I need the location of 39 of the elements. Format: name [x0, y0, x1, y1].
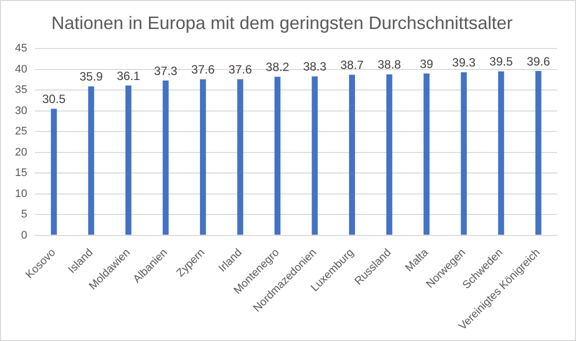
- y-tick-label: 5: [21, 208, 28, 221]
- y-tick-label: 40: [14, 63, 28, 76]
- bar: [237, 79, 244, 235]
- bar: [162, 80, 169, 235]
- y-tick-label: 20: [14, 146, 28, 158]
- data-label: 38.3: [303, 60, 327, 74]
- bar: [424, 73, 430, 235]
- bar: [349, 74, 356, 235]
- data-label: 35.9: [79, 70, 104, 84]
- data-label: 37.3: [154, 64, 178, 78]
- chart-title: Nationen in Europa mit dem geringsten Durchschnittsalter: [51, 12, 513, 33]
- y-tick-label: 25: [14, 126, 28, 138]
- data-label: 38.2: [266, 60, 290, 74]
- data-label: 30.5: [42, 92, 66, 106]
- bar: [274, 76, 280, 235]
- bar: [312, 76, 318, 235]
- bar: [386, 74, 392, 235]
- data-label: 37.6: [191, 62, 215, 77]
- bar: [50, 108, 57, 235]
- data-label: 36.1: [116, 68, 140, 83]
- y-tick-label: 35: [14, 84, 28, 96]
- data-label: 38.7: [340, 58, 364, 72]
- data-label: 39: [420, 56, 434, 71]
- y-tick-label: 0: [21, 229, 28, 242]
- data-label: 39.5: [489, 54, 514, 69]
- data-label: 39.6: [526, 54, 550, 68]
- data-label: 38.8: [378, 58, 402, 72]
- data-label: 39.3: [452, 56, 476, 70]
- bar: [200, 79, 206, 235]
- bar: [535, 71, 542, 235]
- bar: [498, 71, 504, 235]
- bar: [88, 86, 94, 235]
- bar: [460, 72, 467, 235]
- y-tick-label: 15: [14, 167, 28, 180]
- data-label: 37.6: [228, 62, 252, 77]
- bar: [125, 86, 132, 235]
- y-tick-label: 10: [14, 188, 28, 200]
- y-tick-label: 45: [14, 42, 28, 55]
- y-tick-label: 30: [14, 104, 28, 117]
